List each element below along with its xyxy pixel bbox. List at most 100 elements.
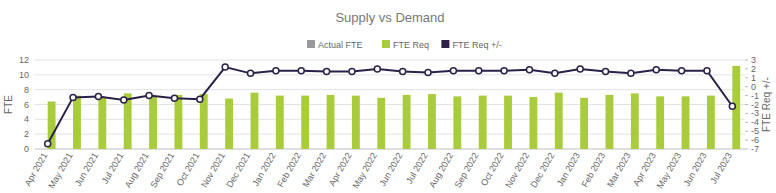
y-tick-label: 6 [24, 100, 29, 110]
x-tick-label: Dec 2021 [224, 151, 252, 189]
x-tick-label: Dec 2022 [529, 151, 557, 189]
bar [606, 95, 614, 149]
chart: Supply vs DemandActual FTEFTE ReqFTE Req… [0, 0, 776, 193]
x-tick-label: Jun 2022 [377, 151, 404, 188]
bar [225, 99, 233, 149]
bar [580, 98, 588, 149]
y2-tick [745, 86, 748, 87]
marker [552, 70, 558, 76]
y-tick-label: 4 [24, 114, 29, 124]
marks [45, 64, 741, 149]
marker [197, 96, 203, 102]
marker [653, 67, 659, 73]
y-axis-title: FTE [3, 95, 14, 114]
legend-swatch [441, 40, 449, 48]
x-tick-label: Jun 2021 [73, 151, 100, 188]
y-tick-label: 12 [19, 55, 29, 65]
marker [298, 68, 304, 74]
y-tick-label: 10 [19, 70, 29, 80]
marker [704, 68, 710, 74]
y2-tick-label: -3 [751, 108, 759, 118]
marker [349, 69, 355, 75]
y2-tick [745, 95, 748, 96]
x-tick-label: Nov 2021 [199, 151, 227, 189]
legend-label: FTE Req [393, 40, 429, 50]
y2-tick [745, 104, 748, 105]
x-tick-label: Oct 2022 [479, 151, 506, 188]
marker [526, 67, 532, 73]
y2-tick [745, 131, 748, 132]
x-tick-label: Nov 2022 [503, 151, 531, 189]
y2-tick-label: -7 [751, 144, 759, 154]
y2-axis-title: FTE Req +/- [761, 77, 772, 132]
x-tick-label: Aug 2022 [427, 151, 455, 189]
x-tick-label: Jul 2022 [404, 151, 430, 185]
legend-label: FTE Req +/- [452, 40, 501, 50]
marker [425, 69, 431, 75]
x-tick-label: Jun 2023 [682, 151, 709, 188]
y-tick-label: 0 [24, 144, 29, 154]
marker [273, 68, 279, 74]
x-tick-label: Apr 2023 [631, 151, 658, 188]
grid-line [35, 89, 745, 90]
y2-tick-label: -1 [751, 91, 759, 101]
marker [400, 69, 406, 75]
y2-tick [745, 68, 748, 69]
y2-tick [745, 60, 748, 61]
bar [403, 95, 411, 149]
bar [707, 96, 715, 149]
marker [171, 95, 177, 101]
legend: Actual FTE FTE Req FTE Req +/- [307, 40, 502, 50]
y2-tick-label: -6 [751, 135, 759, 145]
x-tick-label: Apr 2022 [327, 151, 354, 188]
x-tick-label: Oct 2021 [175, 151, 202, 188]
y2-tick [745, 77, 748, 78]
x-tick-label: Jul 2023 [708, 151, 734, 185]
marker [45, 141, 51, 147]
marker [374, 66, 380, 72]
x-tick-label: May 2023 [655, 151, 683, 190]
y2-tick [745, 113, 748, 114]
marker [70, 94, 76, 100]
bar [327, 95, 335, 149]
x-tick-label: Aug 2021 [123, 151, 151, 189]
line [48, 67, 733, 144]
marker [577, 66, 583, 72]
legend-label: Actual FTE [318, 40, 363, 50]
y2-tick-label: 2 [751, 64, 756, 74]
marker [679, 68, 685, 74]
marker [324, 69, 330, 75]
legend-item: Actual FTE [307, 40, 363, 50]
x-tick-label: Mar 2023 [605, 151, 633, 189]
bar [682, 96, 690, 149]
bar [504, 96, 512, 149]
y2-tick [745, 122, 748, 123]
bar [149, 96, 157, 149]
bar [555, 93, 563, 149]
x-tick-label: Feb 2022 [275, 151, 303, 189]
legend-swatch [382, 40, 390, 48]
y2-tick [745, 140, 748, 141]
marker [248, 70, 254, 76]
marker [95, 93, 101, 99]
bar [73, 96, 81, 149]
grid-line [35, 60, 745, 61]
marker [121, 97, 127, 103]
bar [529, 97, 537, 149]
x-tick-label: Sep 2021 [148, 151, 176, 189]
x-tick-label: Jul 2021 [100, 151, 126, 185]
legend-item: FTE Req +/- [441, 40, 501, 50]
y2-tick-label: -4 [751, 117, 759, 127]
y2-tick-label: 1 [751, 73, 756, 83]
bar [453, 96, 461, 149]
y2-tick-label: -2 [751, 100, 759, 110]
x-tick-label: Feb 2023 [580, 151, 608, 189]
x-tick-label: Mar 2022 [301, 151, 329, 189]
grid-line [35, 74, 745, 75]
marker [603, 69, 609, 75]
bar [174, 95, 182, 149]
marker [222, 64, 228, 70]
marker [501, 68, 507, 74]
y2-tick [745, 149, 748, 150]
marker [146, 93, 152, 99]
